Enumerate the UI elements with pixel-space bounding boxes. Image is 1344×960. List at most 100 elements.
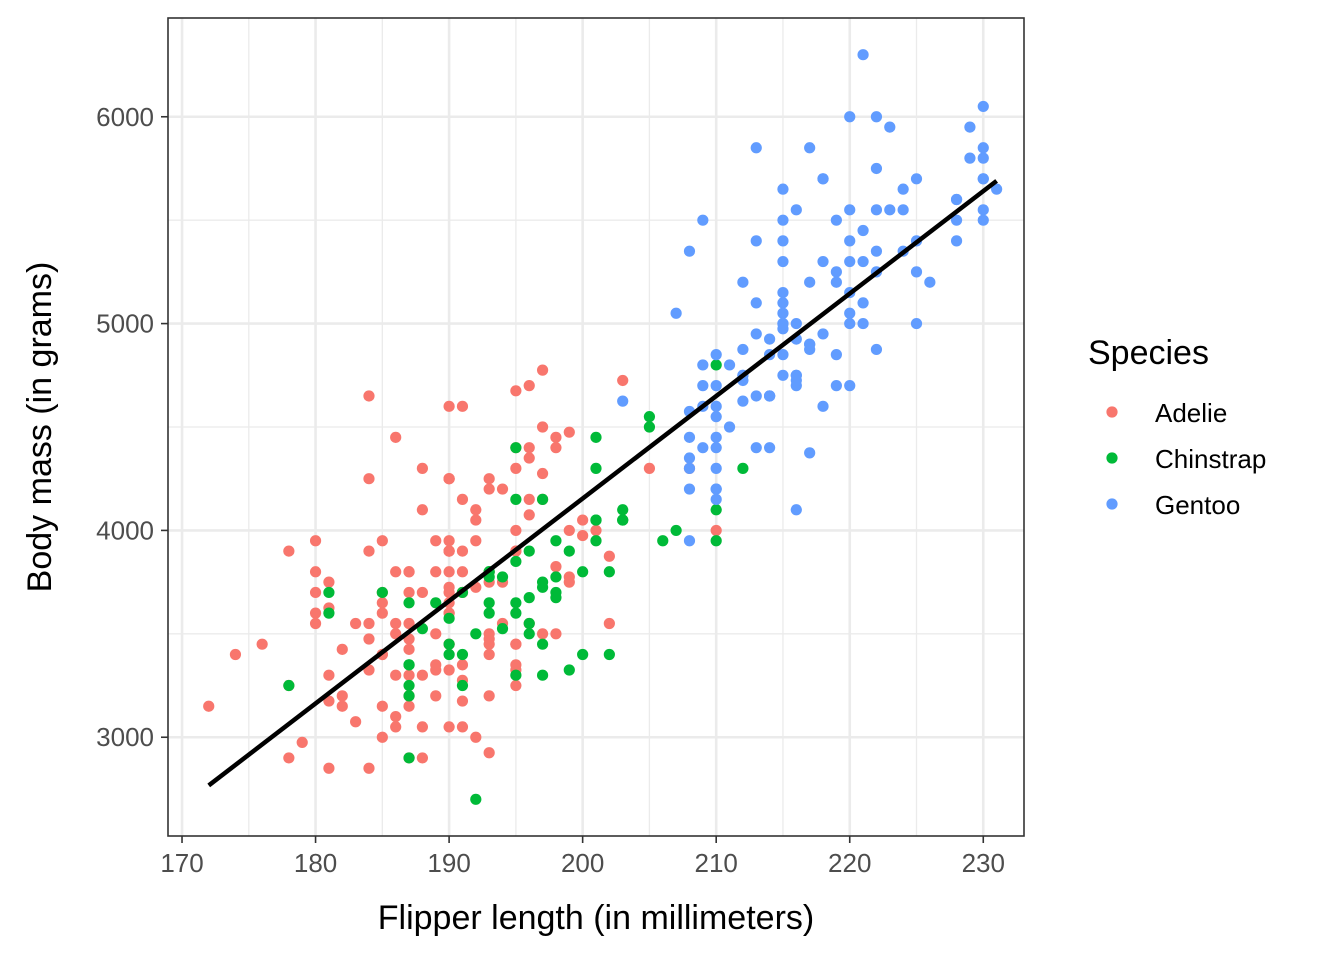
point-adelie [617, 374, 629, 387]
point-chinstrap [470, 628, 482, 640]
x-tick-label: 210 [694, 848, 737, 878]
point-gentoo [830, 276, 842, 288]
x-tick-label: 180 [294, 848, 337, 878]
point-chinstrap [403, 679, 415, 692]
point-adelie [309, 566, 322, 578]
data-points [203, 49, 1003, 805]
point-gentoo [710, 380, 722, 392]
point-adelie [403, 586, 415, 599]
point-chinstrap [657, 535, 669, 547]
point-adelie [510, 659, 522, 671]
point-chinstrap [536, 669, 549, 681]
legend-key-gentoo [1106, 498, 1118, 510]
point-adelie [470, 514, 482, 526]
point-gentoo [710, 349, 722, 361]
point-gentoo [617, 395, 629, 407]
point-adelie [483, 648, 495, 661]
point-gentoo [750, 297, 762, 309]
point-gentoo [683, 462, 696, 474]
point-chinstrap [710, 504, 722, 516]
point-gentoo [777, 369, 789, 381]
point-adelie [443, 664, 455, 676]
point-adelie [430, 566, 442, 578]
point-gentoo [857, 317, 869, 330]
point-gentoo [830, 214, 842, 226]
point-gentoo [870, 343, 883, 356]
point-adelie [536, 628, 549, 640]
point-chinstrap [617, 504, 629, 516]
y-tick-label: 5000 [96, 309, 154, 339]
legend-title: Species [1088, 334, 1209, 372]
point-chinstrap [323, 607, 335, 619]
point-adelie [456, 721, 469, 733]
point-gentoo [777, 297, 789, 309]
point-adelie [550, 442, 562, 454]
point-gentoo [857, 297, 869, 309]
point-adelie [390, 710, 402, 723]
point-chinstrap [510, 607, 522, 619]
point-chinstrap [496, 623, 509, 635]
point-adelie [416, 586, 428, 599]
point-gentoo [790, 374, 802, 387]
point-adelie [443, 535, 455, 547]
point-chinstrap [710, 535, 722, 547]
point-adelie [336, 700, 348, 712]
point-chinstrap [483, 607, 495, 619]
point-gentoo [790, 317, 802, 330]
point-adelie [430, 664, 442, 676]
point-adelie [536, 421, 549, 433]
x-axis-title: Flipper length (in millimeters) [378, 899, 814, 937]
point-chinstrap [470, 793, 482, 805]
point-adelie [443, 400, 455, 412]
point-adelie [376, 731, 388, 743]
point-chinstrap [590, 535, 602, 547]
point-adelie [510, 462, 522, 474]
point-gentoo [817, 173, 829, 185]
point-adelie [296, 736, 308, 749]
point-chinstrap [603, 648, 615, 661]
point-adelie [390, 431, 402, 443]
point-gentoo [964, 121, 976, 133]
point-gentoo [950, 235, 963, 247]
point-adelie [390, 669, 402, 681]
point-adelie [550, 628, 562, 640]
point-gentoo [817, 328, 829, 340]
point-gentoo [844, 380, 856, 392]
point-adelie [309, 607, 322, 619]
point-gentoo [683, 535, 696, 547]
point-chinstrap [443, 638, 455, 650]
point-adelie [363, 617, 375, 630]
point-chinstrap [577, 566, 589, 578]
point-adelie [363, 545, 375, 557]
point-adelie [523, 509, 535, 521]
point-gentoo [764, 333, 776, 345]
point-gentoo [857, 49, 869, 61]
legend: Species Adelie Chinstrap Gentoo [1088, 334, 1266, 520]
point-chinstrap [496, 571, 509, 583]
point-gentoo [790, 504, 802, 516]
point-adelie [470, 504, 482, 516]
point-chinstrap [456, 679, 469, 692]
point-chinstrap [536, 576, 549, 588]
y-tick-label: 3000 [96, 722, 154, 752]
point-gentoo [670, 307, 682, 319]
point-adelie [256, 638, 268, 650]
point-gentoo [817, 255, 829, 268]
point-gentoo [977, 214, 989, 226]
point-chinstrap [510, 493, 522, 505]
point-adelie [403, 643, 415, 655]
point-gentoo [884, 121, 896, 133]
point-chinstrap [283, 679, 295, 692]
point-gentoo [777, 307, 789, 319]
point-adelie [390, 628, 402, 640]
point-adelie [536, 467, 549, 480]
point-chinstrap [510, 597, 522, 609]
point-adelie [603, 617, 615, 630]
point-gentoo [723, 421, 736, 433]
point-gentoo [977, 204, 989, 216]
point-chinstrap [403, 752, 415, 764]
point-gentoo [897, 183, 909, 195]
point-adelie [363, 473, 375, 485]
point-adelie [430, 535, 442, 547]
point-adelie [550, 561, 562, 573]
